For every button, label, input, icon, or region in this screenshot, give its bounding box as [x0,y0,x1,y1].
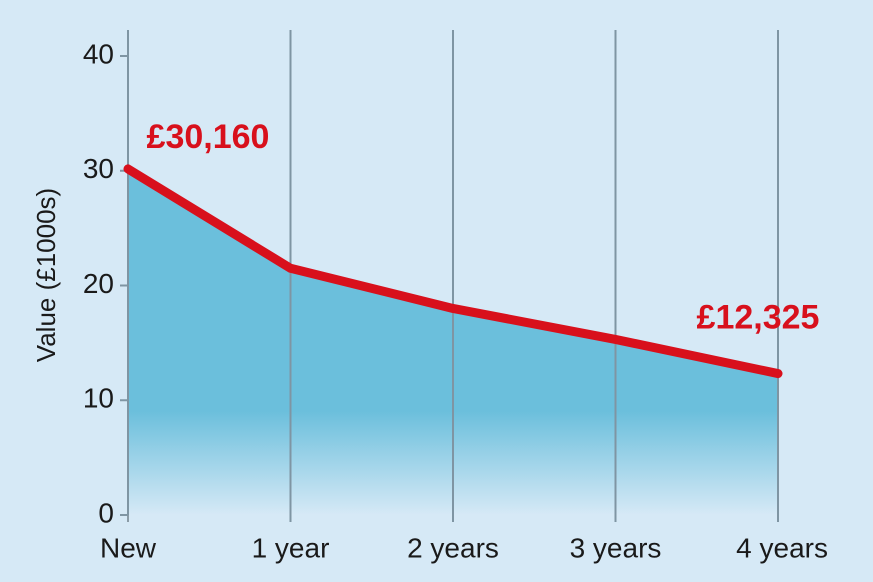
y-tick-label: 30 [83,153,114,184]
x-tick-label: 2 years [407,532,499,563]
x-tick-label: 4 years [736,532,828,563]
y-tick-label: 20 [83,268,114,299]
data-label: £30,160 [147,118,270,156]
y-tick-label: 10 [83,383,114,414]
x-tick-label: New [100,532,157,563]
data-label: £12,325 [697,299,820,337]
line [123,164,783,379]
y-tick-label: 40 [83,38,114,69]
y-tick-label: 0 [98,497,114,528]
x-tick-label: 3 years [570,532,662,563]
y-axis-label: Value (£1000s) [31,188,61,362]
x-tick-label: 1 year [252,532,330,563]
